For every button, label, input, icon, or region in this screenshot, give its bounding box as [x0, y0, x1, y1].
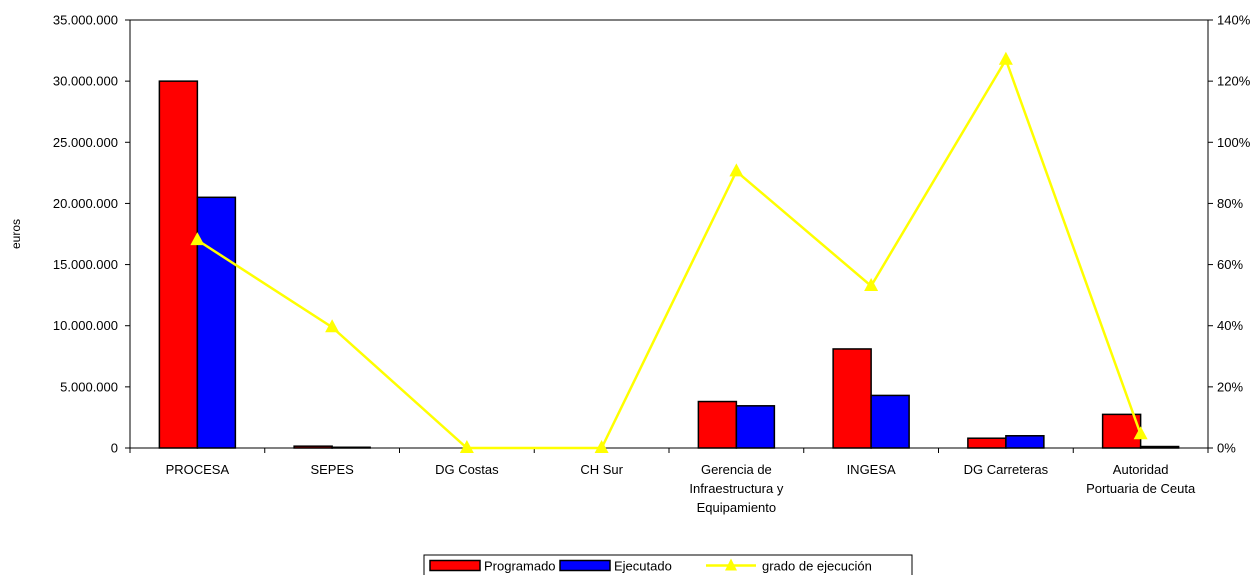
bar-programado [697, 400, 738, 449]
y-tick-label: 0 [111, 441, 118, 456]
y2-tick-label: 0% [1217, 441, 1236, 456]
x-category-label: CH Sur [580, 462, 623, 477]
y-tick-label: 30.000.000 [53, 74, 118, 89]
legend-label: grado de ejecución [762, 559, 872, 574]
y-axis-title: euros [9, 219, 23, 249]
legend-swatch [559, 559, 611, 572]
y2-tick-label: 140% [1217, 13, 1251, 28]
x-category-label: DG Carreteras [964, 462, 1049, 477]
x-category-label: DG Costas [435, 462, 499, 477]
legend-label: Ejecutado [614, 559, 672, 574]
line-marker [729, 163, 744, 177]
bar-programado [967, 437, 1007, 449]
bar-ejecutado [1139, 445, 1180, 449]
line-marker [1133, 426, 1148, 440]
y-tick-label: 20.000.000 [53, 196, 118, 211]
y2-tick-label: 120% [1217, 74, 1251, 89]
y2-tick-label: 100% [1217, 135, 1251, 150]
chart-axes [125, 19, 1213, 453]
line-grado-de-ejecucion [196, 56, 1142, 450]
y2-tick-label: 40% [1217, 318, 1243, 333]
x-category-label: PROCESA [166, 462, 230, 477]
bar-programado [832, 348, 872, 449]
x-category-label: Autoridad [1113, 462, 1169, 477]
chart-line [190, 51, 1148, 453]
chart-labels: 0 5.000.000 10.000.000 15.000.000 20.000.000… [9, 13, 1251, 516]
y-tick-label: 10.000.000 [53, 318, 118, 333]
legend-marker [725, 558, 737, 571]
x-category-label: Portuaria de Ceuta [1086, 481, 1196, 496]
x-category-label: Equipamiento [697, 500, 777, 515]
legend-label: Programado [484, 559, 556, 574]
y-tick-label: 5.000.000 [60, 379, 118, 394]
y2-tick-label: 60% [1217, 257, 1243, 272]
y2-tick-label: 80% [1217, 196, 1243, 211]
x-category-label: Infraestructura y [689, 481, 783, 496]
legend-box [423, 554, 913, 575]
chart-bars [158, 80, 1180, 449]
y-tick-label: 35.000.000 [53, 13, 118, 28]
y-tick-label: 25.000.000 [53, 135, 118, 150]
x-category-label: Gerencia de [701, 462, 772, 477]
x-category-label: SEPES [310, 462, 354, 477]
x-category-label: INGESA [847, 462, 896, 477]
bar-ejecutado [331, 446, 371, 449]
bar-ejecutado [196, 196, 237, 449]
bar-ejecutado [735, 405, 776, 449]
bar-ejecutado [870, 394, 910, 449]
chart-legend: Programado Ejecutado grado de ejecución [423, 554, 913, 575]
bar-programado [293, 445, 333, 449]
y-tick-label: 15.000.000 [53, 257, 118, 272]
line-marker [325, 319, 340, 333]
bar-ejecutado [1005, 435, 1045, 449]
legend-swatch [429, 559, 481, 572]
bar-programado [158, 80, 199, 449]
line-marker [998, 51, 1013, 65]
plot-frame [129, 19, 1209, 449]
line-marker [594, 440, 609, 453]
y2-tick-label: 20% [1217, 379, 1243, 394]
line-marker [864, 277, 879, 291]
line-marker [190, 232, 205, 246]
line-marker [459, 440, 474, 453]
